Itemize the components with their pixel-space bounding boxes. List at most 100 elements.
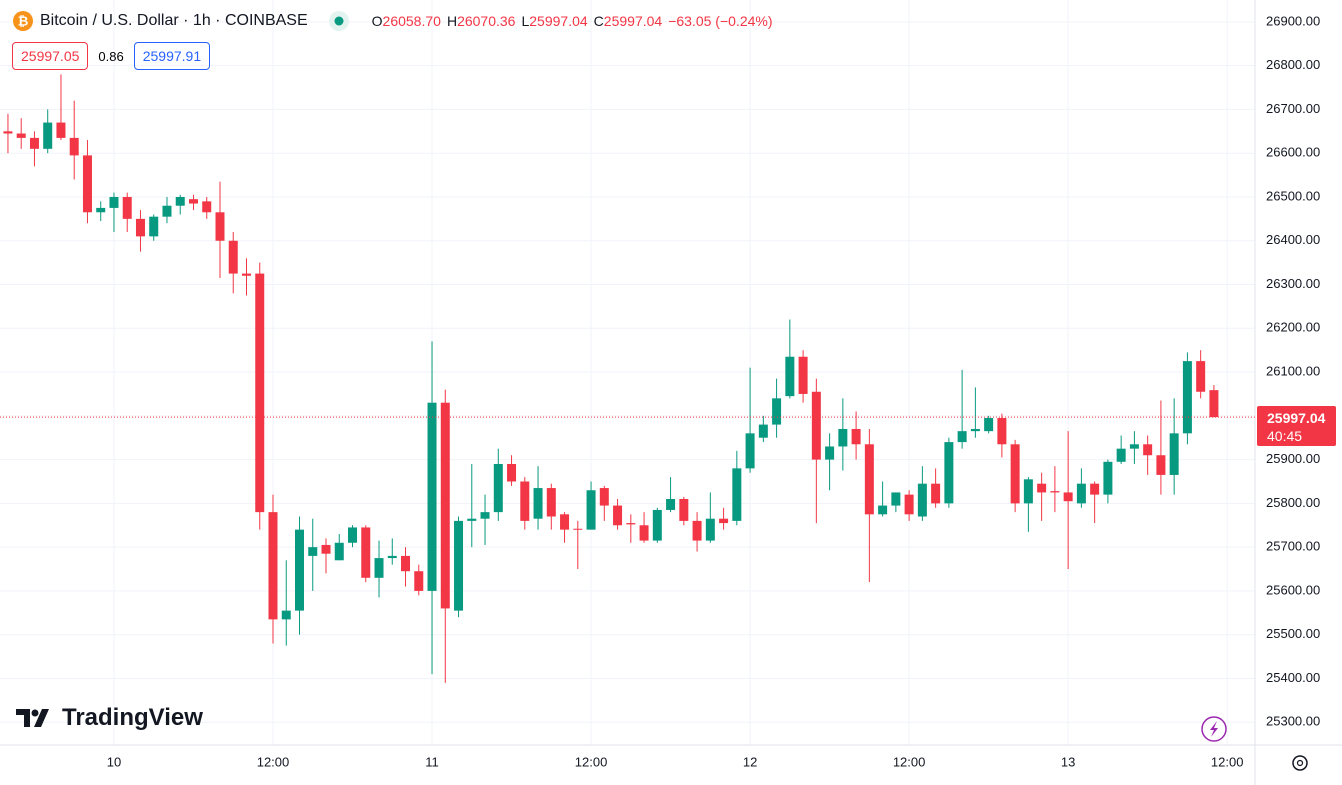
y-tick-label: 25400.00 — [1266, 670, 1320, 685]
candle-body — [1116, 448, 1126, 462]
trade-row: 25997.05 0.86 25997.91 — [12, 42, 211, 70]
lightning-bolt — [1210, 721, 1218, 737]
x-tick-label: 12:00 — [257, 754, 290, 769]
candle-body — [175, 196, 185, 206]
candle-body — [308, 547, 318, 556]
candle-body — [43, 122, 53, 149]
candle-body — [560, 514, 570, 530]
x-tick-label: 12:00 — [1211, 754, 1244, 769]
candle-body — [758, 424, 768, 438]
candle-body — [374, 558, 384, 578]
candle-body — [878, 505, 888, 515]
x-tick-label: 12:00 — [575, 754, 608, 769]
x-tick-label: 12 — [743, 754, 757, 769]
candle-body — [745, 433, 755, 469]
sell-price[interactable]: 25997.05 — [12, 42, 89, 70]
ohlc-value: 26070.36 — [457, 13, 516, 29]
candle-body — [957, 431, 967, 443]
ohlc-key: C — [593, 13, 604, 29]
candle-body — [533, 488, 543, 519]
candle-body — [281, 610, 291, 620]
candle-body — [321, 544, 331, 554]
status-icon — [328, 11, 349, 31]
candle-body — [228, 240, 238, 274]
candle-body — [1050, 491, 1060, 493]
candle-body — [1103, 461, 1113, 495]
candle-body — [440, 402, 450, 609]
y-tick-label: 26600.00 — [1266, 145, 1320, 160]
ohlc-value: 25997.04 — [529, 13, 588, 29]
change: −63.05 (−0.24%) — [668, 13, 773, 29]
candle-body — [811, 391, 821, 460]
spread: 0.86 — [98, 48, 124, 64]
candle-body — [586, 490, 596, 530]
ohlc-value: 25997.04 — [603, 13, 663, 29]
y-tick-label: 25500.00 — [1266, 626, 1320, 641]
candle-body — [798, 356, 808, 394]
candle-body — [692, 520, 702, 541]
candle-body — [613, 505, 623, 526]
y-tick-label: 26400.00 — [1266, 232, 1320, 247]
candle-body — [188, 199, 198, 204]
x-tick-label: 10 — [107, 754, 121, 769]
coin-icon: ₿ — [13, 11, 33, 31]
candle-body — [1182, 361, 1192, 434]
candle-body — [732, 468, 742, 521]
candle-body — [679, 499, 689, 521]
header: ₿ Bitcoin / U.S. Dollar · 1h · COINBASE … — [12, 10, 773, 32]
candle-body — [401, 555, 411, 572]
ohlc-key: O — [371, 13, 383, 29]
candle-body — [295, 529, 305, 611]
candle-body — [454, 520, 464, 611]
candle-body — [348, 527, 358, 543]
candle-body — [1209, 390, 1219, 418]
candle-body — [652, 509, 662, 541]
y-tick-label: 25700.00 — [1266, 539, 1320, 554]
settings-icon — [1292, 755, 1308, 771]
candle-body — [917, 483, 927, 517]
candle-body — [241, 273, 251, 276]
candle-body — [493, 463, 503, 513]
candle-body — [109, 196, 119, 208]
y-tick-label: 26100.00 — [1266, 363, 1320, 378]
candle-body — [997, 418, 1007, 445]
candle-body — [56, 122, 66, 138]
candle-body — [16, 133, 26, 138]
candle-body — [719, 518, 729, 524]
candle-body — [838, 428, 848, 447]
candle-body — [1090, 483, 1100, 495]
candle-body — [931, 483, 941, 504]
candle-body — [1076, 483, 1086, 504]
candle-body — [1037, 483, 1047, 493]
candle-body — [772, 398, 782, 425]
candle-body — [1063, 492, 1073, 502]
y-tick-label: 26800.00 — [1266, 57, 1320, 72]
candle-body — [149, 216, 159, 237]
candle-body — [480, 512, 490, 519]
candle-body — [1196, 361, 1206, 392]
candle-body — [825, 446, 835, 460]
candle-body — [387, 555, 397, 559]
candle-body — [507, 463, 517, 482]
ohlc-key: H — [446, 13, 458, 29]
candle-body — [1023, 479, 1033, 504]
candle-body — [202, 201, 212, 213]
candle-body — [334, 542, 344, 561]
buy-price[interactable]: 25997.91 — [133, 42, 211, 70]
ohlc-value: 26058.70 — [382, 13, 441, 29]
candle-body — [944, 442, 954, 504]
candle-body — [705, 518, 715, 541]
countdown: 40:45 — [1267, 428, 1303, 445]
candle-body — [970, 428, 980, 432]
candle-body — [891, 492, 901, 506]
candle-body — [984, 418, 994, 432]
candle-body — [520, 481, 530, 521]
settings-dot — [1296, 759, 1304, 767]
candle-body — [864, 444, 874, 515]
symbol-title: Bitcoin / U.S. Dollar · 1h · COINBASE — [40, 12, 308, 29]
y-tick-label: 26700.00 — [1266, 101, 1320, 116]
candle-body — [29, 137, 39, 149]
y-tick-label: 26200.00 — [1266, 320, 1320, 335]
candle-body — [215, 212, 225, 241]
